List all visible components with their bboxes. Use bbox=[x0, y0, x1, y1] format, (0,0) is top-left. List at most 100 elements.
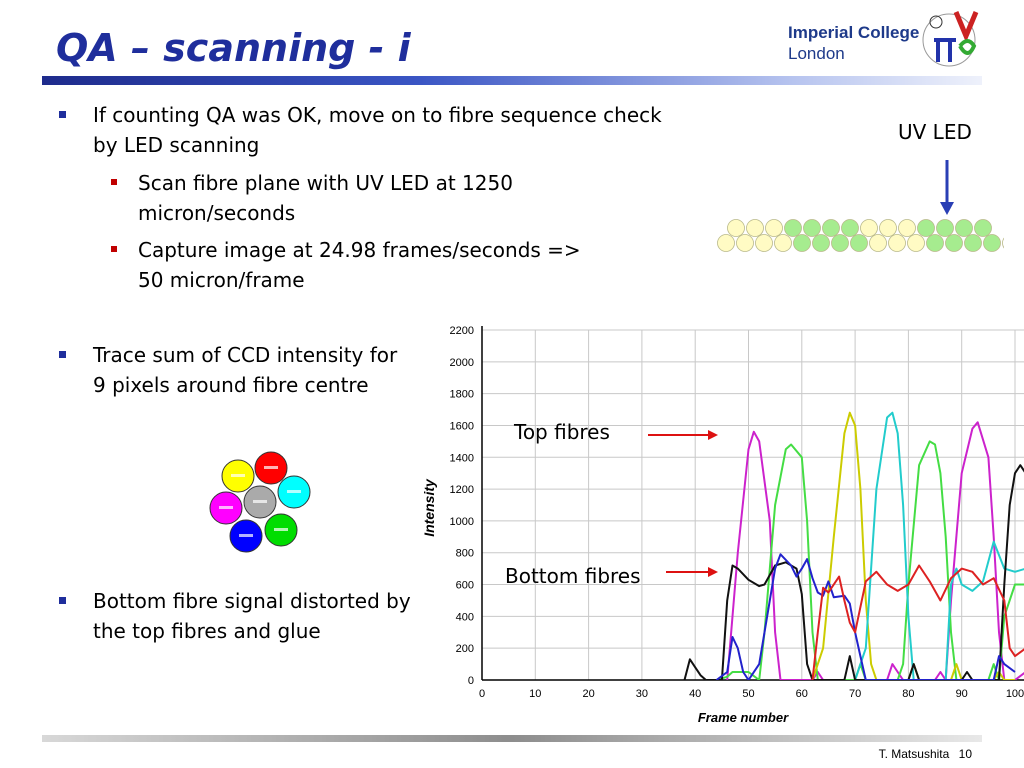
y-tick-label: 0 bbox=[468, 675, 474, 687]
footer-author: T. Matsushita bbox=[878, 747, 950, 761]
bottom-fibre bbox=[888, 234, 906, 252]
bullet-2-text: Trace sum of CCD intensity for 9 pixels … bbox=[93, 343, 398, 397]
x-tick-label: 60 bbox=[796, 688, 808, 700]
bullet-marker bbox=[59, 111, 66, 118]
logo-text: Imperial College London bbox=[788, 22, 919, 64]
series-line-5 bbox=[683, 464, 1024, 680]
y-tick-label: 200 bbox=[456, 643, 474, 655]
bottom-fibres-arrow bbox=[666, 567, 718, 577]
fibre-spot-marker bbox=[231, 474, 245, 477]
top-fibre bbox=[879, 219, 897, 237]
top-fibre bbox=[860, 219, 878, 237]
uv-led-arrow bbox=[940, 160, 954, 215]
bottom-fibre bbox=[1002, 237, 1004, 249]
x-tick-label: 10 bbox=[529, 688, 541, 700]
bottom-fibre bbox=[755, 234, 773, 252]
bullet-1-sub-1: Scan fibre plane with UV LED at 1250 mic… bbox=[111, 168, 578, 228]
bottom-fibre bbox=[774, 234, 792, 252]
x-tick-label: 20 bbox=[582, 688, 594, 700]
bullet-marker bbox=[59, 597, 66, 604]
bottom-fibre bbox=[831, 234, 849, 252]
bottom-fibre bbox=[717, 234, 735, 252]
bullet-3: Bottom fibre signal distorted by the top… bbox=[59, 586, 423, 646]
bottom-fibre bbox=[812, 234, 830, 252]
fibre-spot-marker bbox=[253, 500, 267, 503]
slide-title: QA – scanning - i bbox=[56, 26, 411, 70]
y-tick-label: 600 bbox=[456, 580, 474, 592]
series-line-1 bbox=[726, 421, 1024, 680]
y-tick-label: 2000 bbox=[450, 357, 474, 369]
y-tick-label: 2200 bbox=[450, 325, 474, 337]
bottom-fibre bbox=[793, 234, 811, 252]
fibre-spot-marker bbox=[287, 490, 301, 493]
fibre-spot-marker bbox=[219, 506, 233, 509]
bottom-fibre bbox=[869, 234, 887, 252]
header-divider bbox=[42, 76, 982, 85]
bullet-1-sub-2: Capture image at 24.98 frames/seconds =>… bbox=[111, 235, 608, 295]
footer-divider bbox=[42, 735, 982, 742]
y-tick-label: 400 bbox=[456, 611, 474, 623]
bullet-2: Trace sum of CCD intensity for 9 pixels … bbox=[59, 340, 408, 400]
bottom-fibre bbox=[945, 234, 963, 252]
footer: T. Matsushita 10 bbox=[873, 747, 972, 761]
bullet-marker bbox=[59, 351, 66, 358]
y-tick-label: 800 bbox=[456, 548, 474, 560]
series-line-2 bbox=[716, 440, 1024, 680]
y-tick-label: 1200 bbox=[450, 484, 474, 496]
bottom-fibres-label: Bottom fibres bbox=[505, 564, 641, 588]
top-fibre bbox=[917, 219, 935, 237]
y-tick-label: 1000 bbox=[450, 516, 474, 528]
top-fibre bbox=[784, 219, 802, 237]
top-fibre bbox=[727, 219, 745, 237]
x-tick-label: 50 bbox=[742, 688, 754, 700]
top-fibre bbox=[955, 219, 973, 237]
x-tick-label: 40 bbox=[689, 688, 701, 700]
plot-area bbox=[482, 330, 1024, 680]
sub-bullet-marker bbox=[111, 179, 117, 185]
bullet-1-text: If counting QA was OK, move on to fibre … bbox=[93, 103, 662, 157]
fibre-spot-marker bbox=[264, 466, 278, 469]
footer-page-number: 10 bbox=[958, 747, 972, 761]
x-tick-label: 100 bbox=[1006, 688, 1024, 700]
top-fibre bbox=[841, 219, 859, 237]
logo-line2: London bbox=[788, 44, 845, 63]
y-tick-label: 1600 bbox=[450, 420, 474, 432]
x-tick-label: 90 bbox=[956, 688, 968, 700]
y-tick-label: 1400 bbox=[450, 452, 474, 464]
top-fibre bbox=[936, 219, 954, 237]
bottom-fibre bbox=[983, 234, 1001, 252]
logo-line1: Imperial College bbox=[788, 23, 920, 42]
bullet-3-text: Bottom fibre signal distorted by the top… bbox=[93, 589, 411, 643]
x-axis-label: Frame number bbox=[698, 710, 789, 725]
y-tick-label: 1800 bbox=[450, 389, 474, 401]
top-fibres-label: Top fibres bbox=[514, 420, 610, 444]
bullet-1: If counting QA was OK, move on to fibre … bbox=[59, 100, 683, 160]
series-line-7 bbox=[811, 564, 1024, 680]
bottom-fibre bbox=[850, 234, 868, 252]
bottom-fibre bbox=[736, 234, 754, 252]
sub-bullet-marker bbox=[111, 246, 117, 252]
bullet-1-sub-1-text: Scan fibre plane with UV LED at 1250 mic… bbox=[138, 171, 513, 225]
x-tick-label: 30 bbox=[636, 688, 648, 700]
bottom-fibre bbox=[907, 234, 925, 252]
mice-logo bbox=[922, 11, 979, 67]
x-tick-label: 70 bbox=[849, 688, 861, 700]
top-fibres-arrow bbox=[648, 430, 718, 440]
series-line-3 bbox=[811, 411, 1015, 680]
bottom-fibre bbox=[926, 234, 944, 252]
series-line-4 bbox=[854, 411, 1024, 680]
uv-led-label: UV LED bbox=[898, 120, 972, 144]
bottom-fibre bbox=[964, 234, 982, 252]
top-fibre bbox=[898, 219, 916, 237]
bullet-1-sub-2-text: Capture image at 24.98 frames/seconds =>… bbox=[138, 238, 581, 292]
top-fibre bbox=[974, 219, 992, 237]
fibre-spot-marker bbox=[274, 528, 288, 531]
fibre-cluster-image bbox=[209, 451, 311, 553]
fibre-spot-marker bbox=[239, 534, 253, 537]
y-axis-label: Intensity bbox=[421, 478, 437, 537]
x-tick-label: 80 bbox=[902, 688, 914, 700]
x-tick-label: 0 bbox=[479, 688, 485, 700]
top-fibre bbox=[822, 219, 840, 237]
intensity-chart: 0200400600800100012001400160018002000220… bbox=[421, 325, 1024, 725]
top-fibre bbox=[765, 219, 783, 237]
